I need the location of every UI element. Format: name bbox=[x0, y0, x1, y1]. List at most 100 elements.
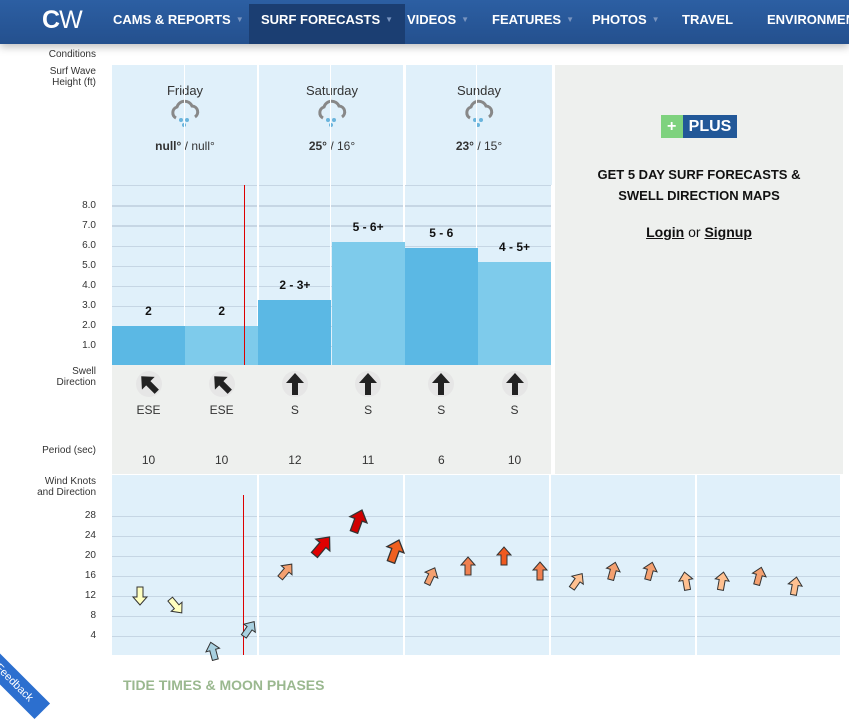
nav-travel[interactable]: TRAVEL bbox=[670, 4, 745, 44]
gridline bbox=[112, 226, 551, 227]
chevron-down-icon: ▼ bbox=[651, 15, 660, 24]
period-label: Period (sec) bbox=[42, 445, 96, 456]
swell-arrow-icon bbox=[112, 369, 185, 402]
wave-bar-label: 2 - 3+ bbox=[279, 278, 311, 292]
wind-arrow-icon bbox=[603, 561, 623, 582]
gridline bbox=[112, 346, 551, 347]
wave-bar bbox=[404, 248, 478, 365]
nav-label: VIDEOS bbox=[407, 12, 457, 27]
gridline bbox=[112, 556, 840, 557]
day-saturday: Saturday 25° / 16° bbox=[259, 65, 405, 185]
y-tick-label: 3.0 bbox=[82, 300, 96, 311]
gridline bbox=[112, 225, 551, 226]
wind-arrow-icon bbox=[712, 571, 732, 591]
gridline bbox=[112, 516, 840, 517]
y-tick-label: 4 bbox=[90, 630, 96, 641]
plus-text: PLUS bbox=[682, 115, 738, 138]
day-name: Friday bbox=[166, 83, 204, 98]
wind-arrow-icon bbox=[421, 566, 441, 587]
gridline bbox=[112, 326, 551, 327]
nav-videos[interactable]: VIDEOS ▼ bbox=[395, 4, 481, 44]
wave-bar bbox=[331, 242, 405, 365]
swell-direction: S bbox=[510, 403, 519, 417]
wave-bar bbox=[478, 262, 551, 365]
gridline bbox=[112, 205, 551, 206]
swell-direction: ESE bbox=[209, 403, 234, 417]
wind-arrow-icon bbox=[458, 556, 478, 576]
day-name: Sunday bbox=[456, 83, 502, 98]
gridline bbox=[112, 616, 840, 617]
swell-period: 11 bbox=[361, 453, 375, 467]
swell-direction: S bbox=[364, 403, 373, 417]
swell-direction: S bbox=[290, 403, 299, 417]
wave-bar bbox=[258, 300, 332, 365]
y-tick-label: 28 bbox=[84, 510, 96, 521]
gridline bbox=[112, 286, 551, 287]
wind-arrow-icon bbox=[567, 571, 587, 591]
conditions-label: Conditions bbox=[48, 49, 96, 60]
temp-low: 15° bbox=[484, 139, 503, 153]
signup-link[interactable]: Signup bbox=[704, 224, 752, 240]
wind-arrow-icon bbox=[382, 538, 408, 565]
rain-cloud-icon bbox=[259, 98, 405, 133]
plus-promo: + PLUS GET 5 DAY SURF FORECASTS & SWELL DI… bbox=[555, 65, 843, 474]
y-tick-label: 20 bbox=[84, 550, 96, 561]
wind-chart bbox=[112, 475, 840, 655]
plus-badge[interactable]: + PLUS bbox=[660, 115, 738, 138]
gridline bbox=[112, 185, 551, 186]
wind-arrow-icon bbox=[276, 561, 296, 581]
current-time-line bbox=[243, 495, 244, 655]
nav-label: CAMS & REPORTS bbox=[113, 12, 231, 27]
rain-cloud-icon bbox=[112, 98, 258, 133]
chevron-down-icon: ▼ bbox=[566, 15, 575, 24]
gridline bbox=[112, 306, 551, 307]
nav-photos[interactable]: PHOTOS ▼ bbox=[580, 4, 672, 44]
wind-arrow-icon bbox=[345, 508, 371, 535]
tide-section-title: TIDE TIMES & MOON PHASES bbox=[123, 677, 325, 693]
swell-direction: ESE bbox=[136, 403, 161, 417]
wave-height-label: Surf Wave Height (ft) bbox=[49, 66, 96, 88]
nav-surf-forecasts[interactable]: SURF FORECASTS ▼ bbox=[249, 4, 406, 44]
y-tick-label: 7.0 bbox=[82, 220, 96, 231]
day-divider bbox=[549, 475, 551, 655]
wind-arrow-icon bbox=[130, 586, 150, 606]
day-name: Saturday bbox=[305, 83, 359, 98]
or-text: or bbox=[688, 224, 701, 240]
nav-environment[interactable]: ENVIRONMENT bbox=[755, 4, 849, 44]
wind-arrow-icon bbox=[749, 566, 769, 587]
chevron-down-icon: ▼ bbox=[385, 15, 394, 24]
y-tick-label: 12 bbox=[84, 590, 96, 601]
temp-high: null° bbox=[155, 139, 182, 153]
nav-label: ENVIRONMENT bbox=[767, 12, 849, 27]
wave-bar-label: 2 bbox=[218, 304, 226, 318]
swell-arrow-icon bbox=[332, 369, 405, 402]
wave-bar-label: 2 bbox=[145, 304, 152, 318]
temp-low: null° bbox=[191, 139, 215, 153]
nav-label: PHOTOS bbox=[592, 12, 647, 27]
swell-period: 10 bbox=[215, 453, 229, 467]
temp-low: 16° bbox=[337, 139, 356, 153]
day-temps: 23° / 15° bbox=[455, 139, 503, 153]
day-divider bbox=[257, 475, 259, 655]
day-temps: null° / null° bbox=[155, 139, 215, 153]
wind-arrow-icon bbox=[239, 619, 259, 639]
wave-bar bbox=[112, 326, 185, 365]
feedback-button[interactable]: Feedback bbox=[0, 646, 51, 719]
nav-features[interactable]: FEATURES ▼ bbox=[480, 4, 586, 44]
swell-row bbox=[112, 365, 551, 474]
swell-period: 6 bbox=[437, 453, 445, 467]
swell-period: 12 bbox=[288, 453, 302, 467]
swell-arrow-icon bbox=[185, 369, 258, 402]
login-link[interactable]: Login bbox=[646, 224, 685, 240]
nav-cams-reports[interactable]: CAMS & REPORTS ▼ bbox=[101, 4, 256, 44]
wind-arrow-icon bbox=[530, 561, 550, 581]
y-tick-label: 8.0 bbox=[82, 200, 96, 211]
logo[interactable]: CW bbox=[42, 6, 83, 34]
current-time-line bbox=[244, 185, 245, 365]
wave-bar-label: 5 - 6+ bbox=[352, 220, 384, 234]
wind-arrow-icon bbox=[309, 533, 335, 559]
wave-bar-label: 5 - 6 bbox=[429, 226, 454, 240]
gridline bbox=[112, 596, 840, 597]
y-tick-label: 4.0 bbox=[82, 280, 96, 291]
column-divider bbox=[257, 65, 259, 474]
